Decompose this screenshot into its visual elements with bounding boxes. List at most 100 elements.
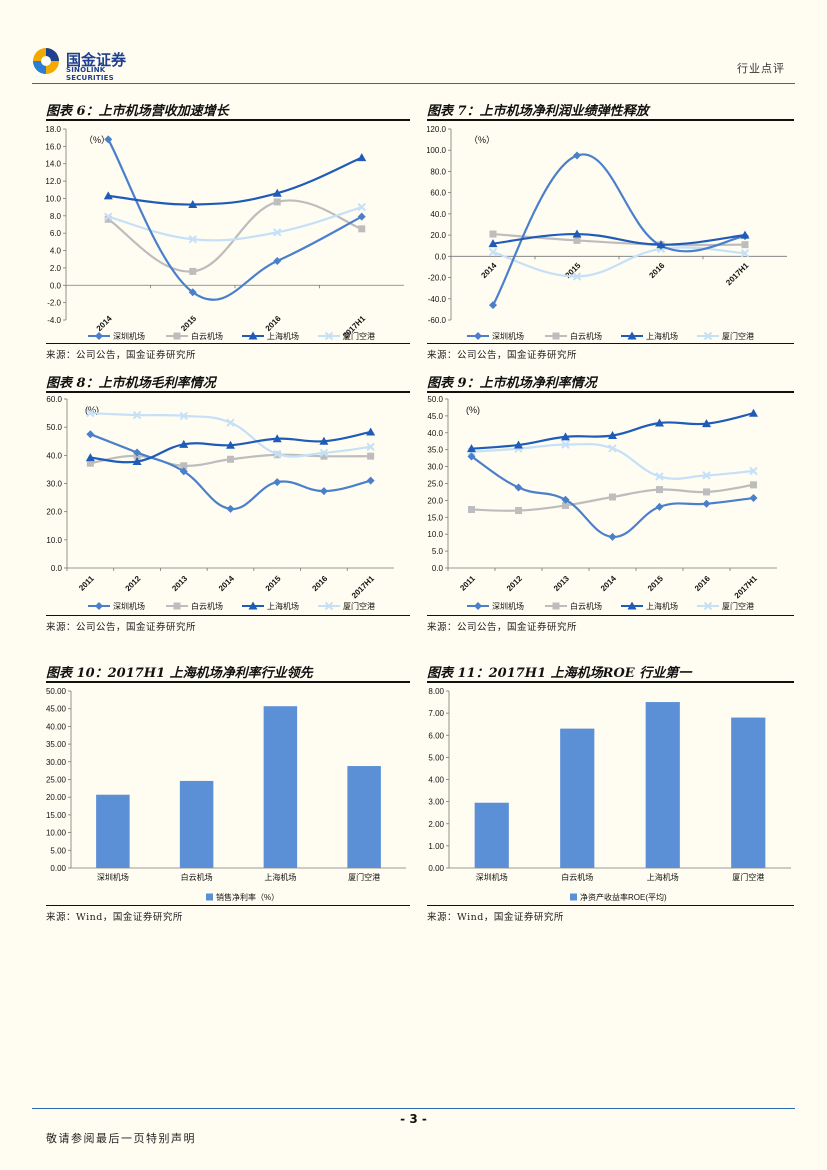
figure-6-top-rule — [46, 119, 410, 121]
legend-label: 销售净利率（%） — [216, 892, 279, 902]
unit-label: (%) — [85, 405, 99, 415]
data-point — [272, 434, 282, 443]
fig8-svg: 0.0 10.0 20.0 30.0 40.0 50.0 60.0 2011 2012 2013 2… — [46, 395, 394, 611]
x-tick-label: 2012 — [124, 574, 143, 593]
series-line — [492, 232, 746, 247]
y-tick-label: 10.0 — [427, 530, 443, 539]
legend-swatch — [206, 893, 213, 901]
y-tick-label: -2.0 — [47, 299, 61, 308]
bar — [731, 717, 766, 868]
x-tick-label: 2017H1 — [724, 261, 751, 288]
x-tick-label: 2016 — [310, 574, 329, 593]
y-tick-label: 35.00 — [46, 740, 67, 749]
legend: 深圳机场 白云机场 上海机场 厦门空港 — [88, 601, 375, 611]
bar — [645, 702, 680, 868]
footer-divider — [32, 1108, 795, 1109]
y-tick-label: 15.0 — [427, 513, 443, 522]
legend-label: 上海机场 — [646, 331, 678, 341]
data-point — [608, 444, 617, 453]
y-tick-label: 40.0 — [430, 210, 446, 219]
figure-11-chart: 0.00 1.00 2.00 3.00 4.00 5.00 6.00 7.00 8.00 深圳机场… — [427, 684, 794, 904]
bar — [560, 728, 595, 868]
legend-label: 厦门空港 — [343, 601, 375, 611]
legend-marker — [95, 332, 103, 340]
data-point — [319, 487, 328, 496]
data-point — [656, 240, 666, 249]
series-line — [492, 153, 746, 306]
data-point — [488, 247, 498, 257]
legend-marker — [627, 601, 637, 610]
data-point — [572, 229, 582, 238]
figure-7-chart: -60.0 -40.0 -20.0 0.0 20.0 40.0 60.0 80.0 100.0 1… — [427, 122, 794, 342]
data-point — [609, 493, 616, 501]
logo-mark-icon — [33, 48, 59, 74]
y-tick-label: -40.0 — [428, 295, 447, 304]
figure-10-title: 图表 10：2017H1 上海机场净利率行业领先 — [46, 666, 313, 681]
data-point — [741, 241, 749, 249]
x-tick-label: 上海机场 — [264, 872, 296, 882]
data-point — [357, 153, 367, 162]
x-tick-label: 2015 — [179, 314, 198, 333]
data-point — [104, 135, 113, 144]
y-tick-label: 20.0 — [430, 231, 446, 240]
figure-8-source: 来源：公司公告，国金证券研究所 — [46, 622, 197, 633]
series-4 — [86, 408, 375, 459]
legend-marker — [248, 601, 258, 610]
y-tick-label: 30.0 — [427, 463, 443, 472]
data-point — [366, 427, 376, 436]
data-point — [749, 494, 758, 503]
y-tick-label: 5.00 — [428, 753, 444, 762]
data-point — [226, 504, 235, 513]
x-tick-label: 2014 — [217, 574, 236, 593]
data-point — [188, 200, 198, 209]
figure-10-chart: 0.00 5.00 10.00 15.00 20.00 25.00 30.00 35.00 40… — [46, 684, 410, 904]
data-point — [740, 230, 750, 239]
data-point — [561, 432, 570, 441]
x-tick-label: 2015 — [646, 574, 665, 593]
header-divider — [32, 83, 795, 84]
y-tick-label: 0.0 — [50, 281, 62, 290]
data-point — [366, 476, 375, 485]
data-point — [573, 151, 581, 160]
y-tick-label: 45.0 — [427, 412, 443, 421]
x-tick-label: 2017H1 — [350, 574, 377, 601]
data-point — [357, 212, 366, 221]
data-point — [702, 499, 711, 508]
footer-disclaimer: 敬请参阅最后一页特别声明 — [46, 1132, 196, 1145]
data-point — [319, 436, 329, 445]
data-point — [273, 478, 282, 487]
figure-11-bottom-rule — [427, 905, 794, 906]
series-1 — [467, 452, 758, 541]
legend-label: 白云机场 — [570, 331, 602, 341]
data-point — [655, 418, 664, 427]
figure-8-bottom-rule — [46, 615, 410, 616]
y-tick-label: 0.00 — [50, 864, 66, 873]
y-tick-label: 100.0 — [427, 146, 447, 155]
legend-marker — [324, 601, 334, 611]
legend-label: 深圳机场 — [492, 331, 524, 341]
data-point — [273, 449, 282, 459]
data-point — [561, 440, 570, 449]
x-tick-label: 2017H1 — [733, 574, 760, 601]
x-tick-label: 深圳机场 — [476, 872, 508, 882]
data-point — [702, 419, 711, 428]
y-tick-label: 0.0 — [435, 252, 447, 261]
company-logo: 国金证券 SINOLINK SECURITIES — [32, 47, 152, 82]
x-tick-label: 2014 — [95, 314, 114, 333]
y-tick-label: 0.00 — [428, 864, 444, 873]
series-line — [471, 412, 754, 450]
figure-7-bottom-rule — [427, 343, 794, 344]
figure-9-chart: 0.0 5.0 10.0 15.0 20.0 25.0 30.0 35.0 40.0 45.0 50… — [427, 393, 794, 613]
legend-label: 厦门空港 — [722, 601, 754, 611]
y-tick-label: 10.00 — [46, 829, 67, 838]
x-tick-label: 2016 — [647, 261, 666, 280]
y-tick-label: 16.0 — [46, 142, 62, 151]
legend-label: 上海机场 — [267, 601, 299, 611]
data-point — [273, 198, 281, 206]
data-point — [562, 501, 569, 509]
data-point — [489, 230, 497, 238]
data-point — [132, 410, 142, 420]
y-tick-label: -20.0 — [428, 274, 447, 283]
figure-11-source: 来源：Wind，国金证券研究所 — [427, 912, 564, 923]
data-point — [514, 483, 523, 492]
